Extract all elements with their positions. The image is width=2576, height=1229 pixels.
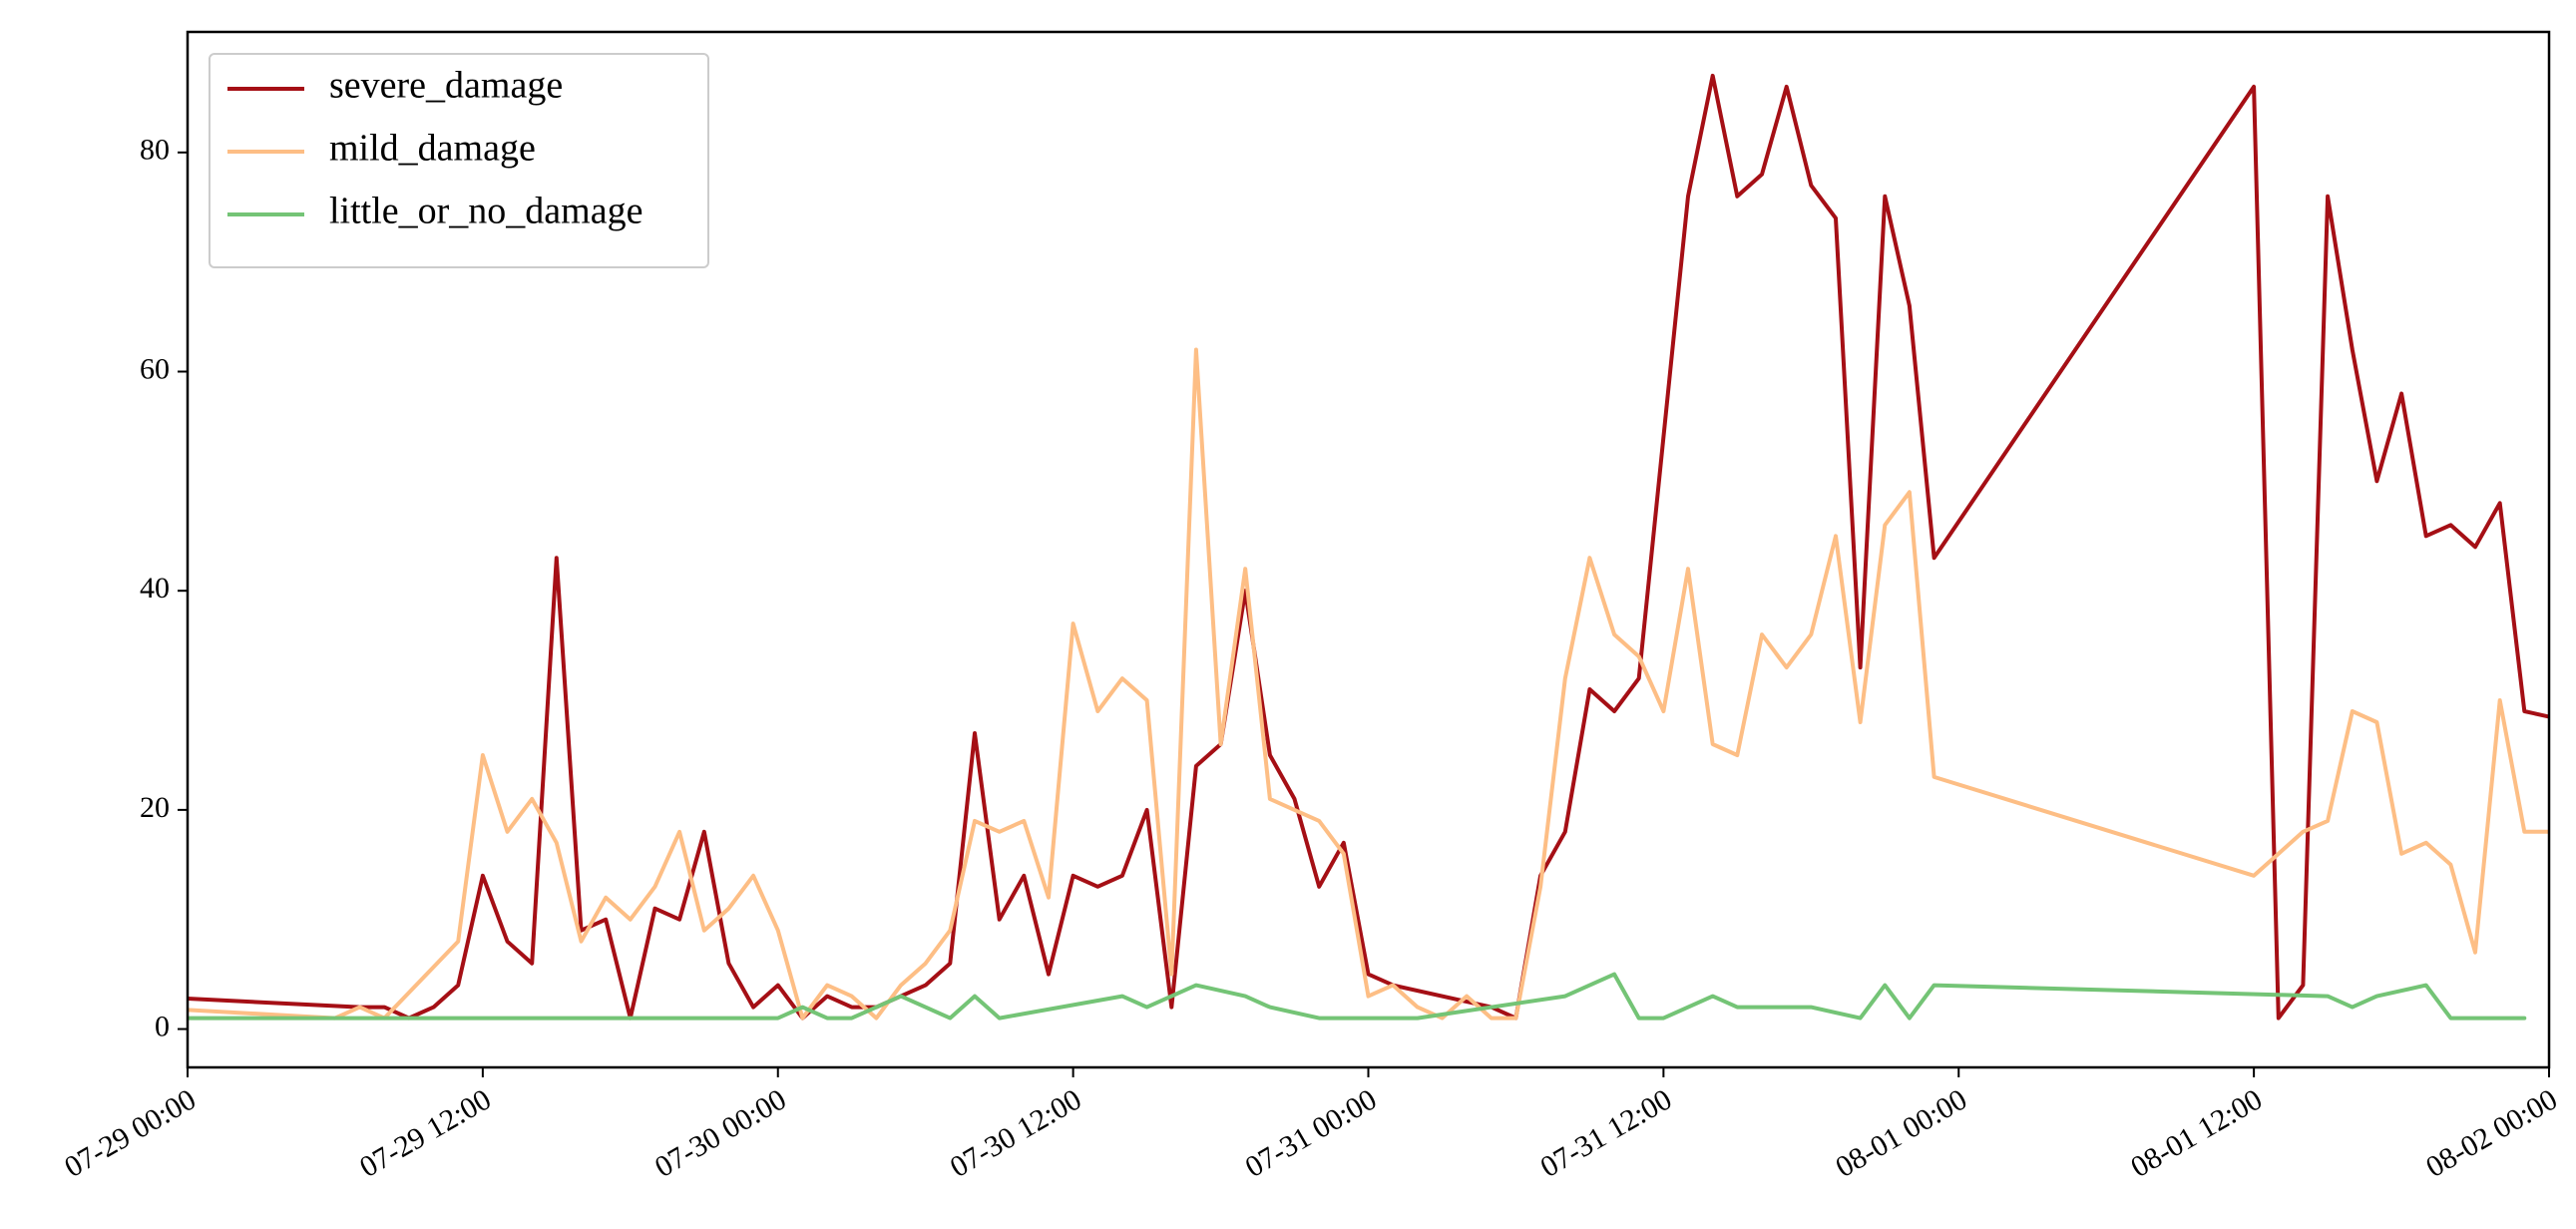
legend-label-severe_damage: severe_damage [329, 65, 563, 107]
x-tick-label: 07-31 00:00 [1240, 1082, 1383, 1183]
x-tick-label: 07-29 12:00 [354, 1082, 497, 1183]
y-tick-label: 40 [140, 572, 170, 605]
legend-label-little_or_no_damage: little_or_no_damage [329, 191, 643, 232]
x-tick-label: 08-01 00:00 [1830, 1082, 1972, 1183]
series-line-mild_damage [188, 347, 2549, 1021]
x-tick-label: 07-31 12:00 [1534, 1082, 1677, 1183]
series-line-severe_damage [188, 73, 2549, 1021]
legend: severe_damage mild_damage little_or_no_dam… [209, 53, 709, 268]
y-tick-label: 20 [140, 791, 170, 824]
legend-label-mild_damage: mild_damage [329, 128, 536, 170]
series-line-little_or_no_damage [188, 972, 2527, 1021]
y-tick-label: 80 [140, 134, 170, 167]
y-tick-label: 60 [140, 352, 170, 385]
x-tick-label: 07-29 00:00 [59, 1082, 202, 1183]
x-axis: 07-29 00:00 07-29 12:00 07-30 00:00 07-30 1… [59, 1067, 2563, 1184]
x-tick-label: 07-30 12:00 [945, 1082, 1087, 1183]
x-tick-label: 08-02 00:00 [2420, 1082, 2563, 1183]
y-axis: 0 20 40 60 80 [140, 134, 188, 1042]
legend-box [209, 53, 709, 268]
x-tick-label: 08-01 12:00 [2125, 1082, 2268, 1183]
series-layer [188, 73, 2549, 1021]
y-tick-label: 0 [155, 1010, 170, 1042]
x-tick-label: 07-30 00:00 [649, 1082, 792, 1183]
